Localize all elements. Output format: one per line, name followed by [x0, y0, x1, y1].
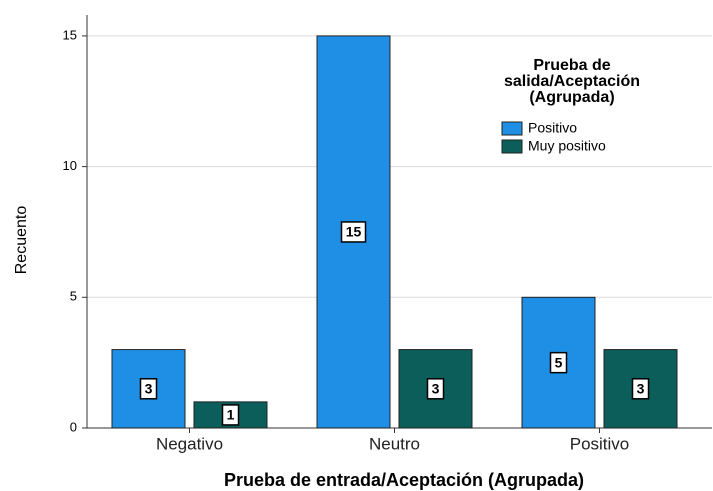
- x-tick-label: Neutro: [369, 434, 420, 453]
- y-axis-label: Recuento: [13, 206, 30, 275]
- legend-label: Positivo: [528, 120, 577, 136]
- value-label-box: [549, 351, 568, 374]
- x-axis-label: Prueba de entrada/Aceptación (Agrupada): [224, 470, 584, 490]
- value-label: 15: [346, 224, 362, 240]
- value-label-box: [340, 221, 367, 243]
- value-label-box: [631, 378, 650, 400]
- legend-swatch: [501, 121, 523, 136]
- value-label: 3: [145, 380, 153, 396]
- value-label: 3: [432, 380, 440, 396]
- value-label-box: [426, 378, 445, 400]
- value-label: 3: [637, 380, 645, 396]
- legend-title: (Agrupada): [529, 89, 614, 106]
- legend-title: salida/Aceptación: [504, 73, 640, 90]
- y-tick-label: 10: [63, 158, 77, 173]
- y-tick-label: 0: [70, 419, 77, 434]
- y-tick-label: 15: [63, 27, 77, 42]
- value-label: 1: [227, 407, 235, 423]
- value-label: 5: [555, 354, 563, 370]
- legend-title: Prueba de: [533, 57, 610, 74]
- x-tick-label: Positivo: [570, 434, 630, 453]
- legend-swatch: [501, 139, 523, 154]
- x-tick-label: Negativo: [156, 434, 223, 453]
- legend-label: Muy positivo: [528, 138, 606, 154]
- value-label-box: [221, 404, 240, 426]
- y-tick-label: 5: [70, 289, 77, 304]
- value-label-box: [139, 378, 158, 400]
